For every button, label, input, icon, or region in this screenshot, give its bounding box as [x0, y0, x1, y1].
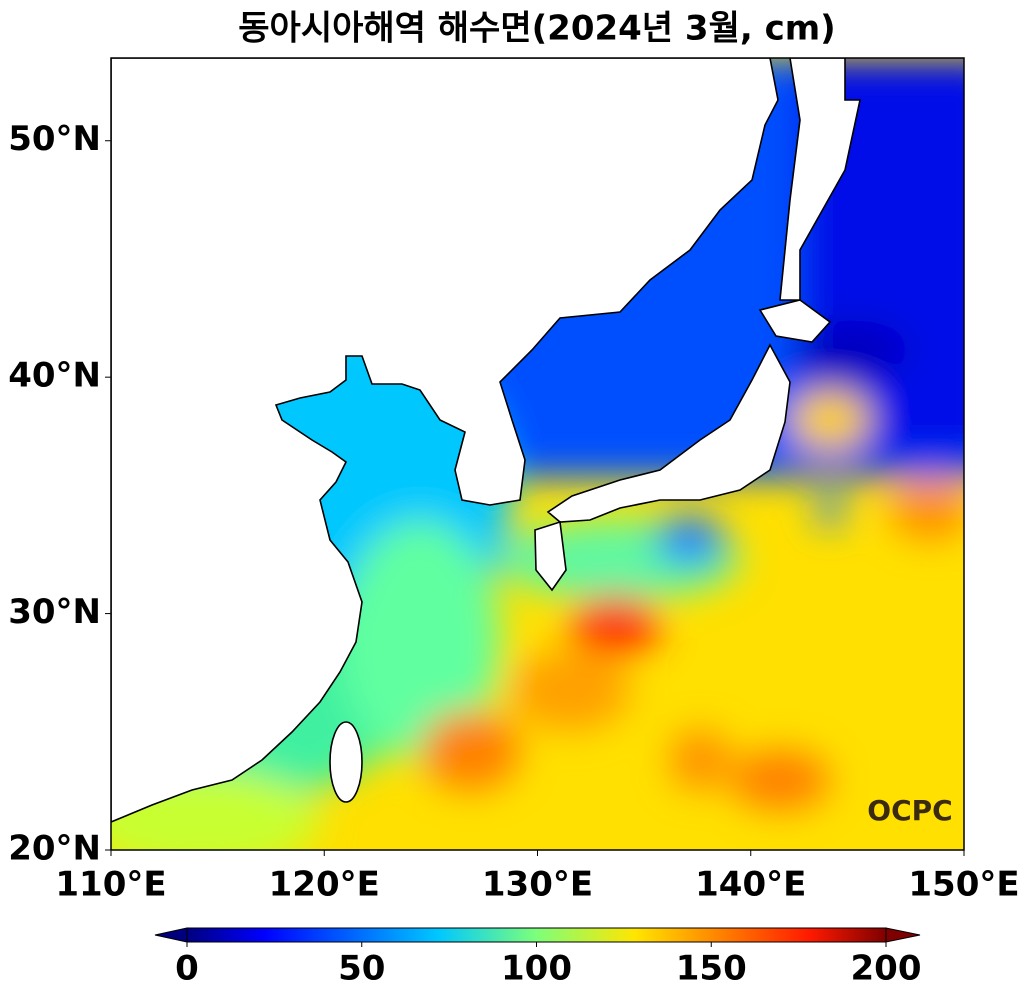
- y-tick-label: 20°N: [8, 829, 101, 869]
- x-tick-label: 130°E: [482, 865, 593, 905]
- colorbar-tick-label: 200: [851, 949, 922, 989]
- watermark: OCPC: [867, 794, 952, 827]
- y-tick-label: 30°N: [8, 592, 101, 632]
- colorbar-tick-label: 50: [338, 949, 385, 989]
- colorbar: 0 50 100 150 200: [154, 927, 922, 989]
- x-tick-label: 150°E: [908, 865, 1019, 905]
- y-tick-label: 40°N: [8, 356, 101, 396]
- sea-level-field: OCPC: [111, 58, 964, 850]
- colorbar-bar: [186, 927, 887, 943]
- colorbar-extend-min: [154, 927, 188, 943]
- x-tick-label: 140°E: [695, 865, 806, 905]
- x-tick-label: 110°E: [55, 865, 166, 905]
- colorbar-tick-label: 100: [501, 949, 572, 989]
- colorbar-tick-label: 0: [175, 949, 199, 989]
- chart-title: 동아시아해역 해수면(2024년 3월, cm): [238, 9, 835, 49]
- axes: 110°E 120°E 130°E 140°E 150°E 20°N 30°N 40°N 50°…: [8, 119, 1019, 904]
- colorbar-tick-label: 150: [676, 949, 747, 989]
- land: [111, 58, 861, 823]
- x-tick-label: 120°E: [269, 865, 380, 905]
- y-tick-label: 50°N: [8, 119, 101, 159]
- colorbar-extend-max: [885, 927, 921, 943]
